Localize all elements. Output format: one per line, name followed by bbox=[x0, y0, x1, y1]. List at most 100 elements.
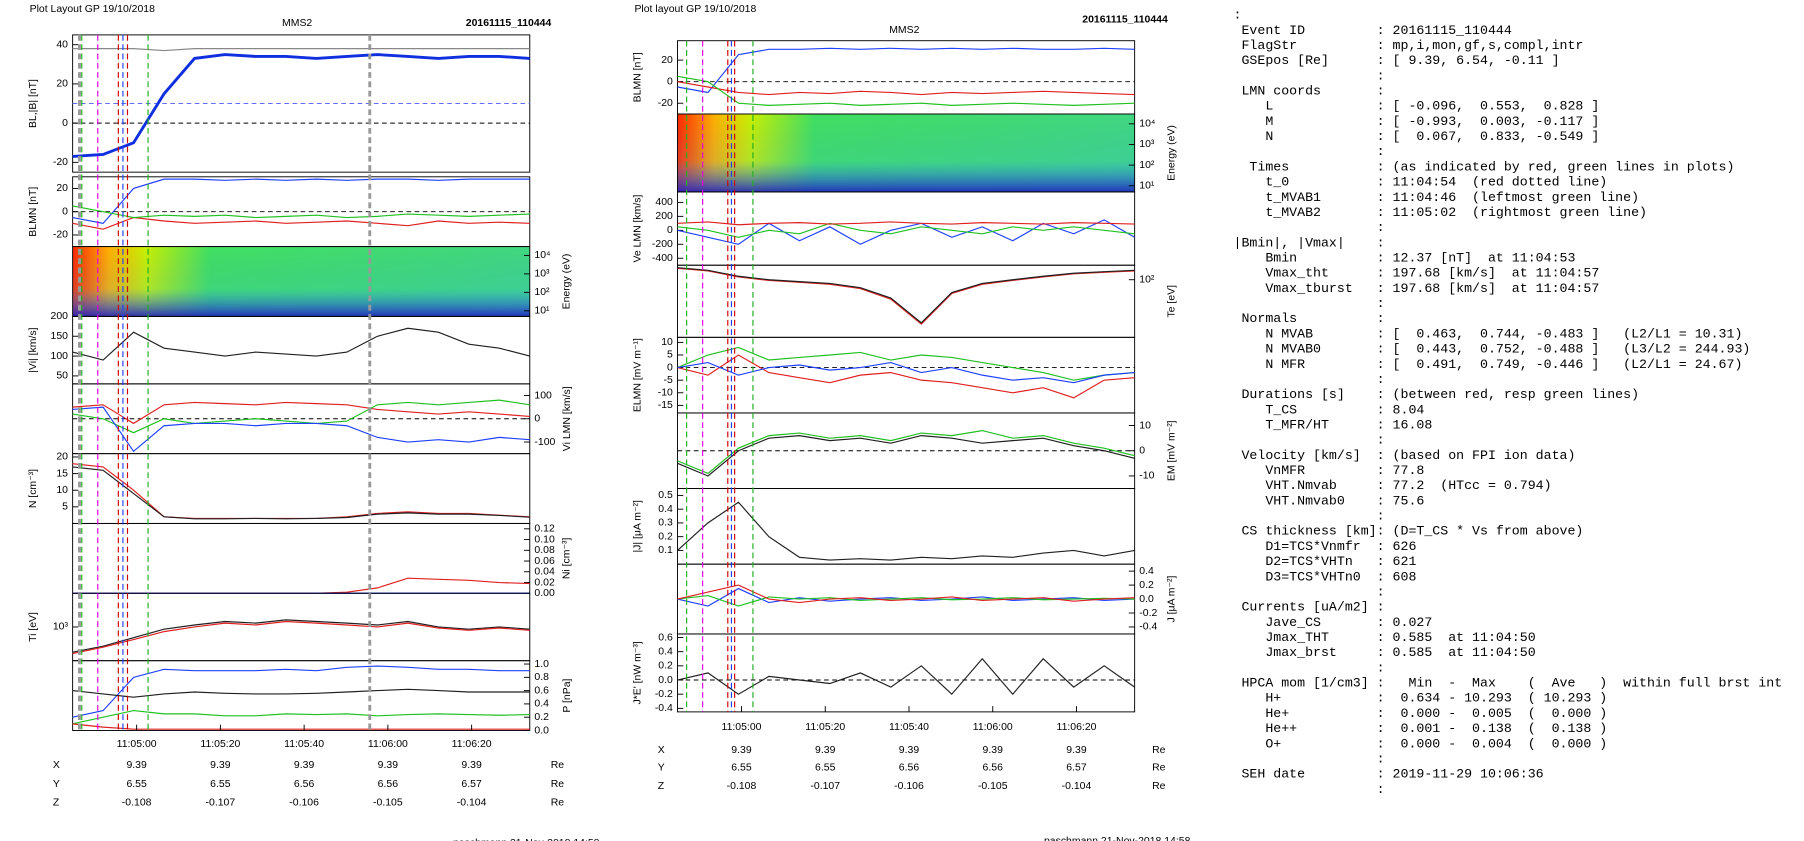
row-value: 6.55 bbox=[815, 762, 836, 773]
trace bbox=[677, 222, 1135, 238]
trace bbox=[677, 354, 1135, 399]
y-tick-label: -0.4 bbox=[1139, 622, 1157, 633]
trace bbox=[677, 75, 1135, 106]
trace bbox=[677, 81, 1135, 96]
trace bbox=[72, 620, 530, 655]
y-tick-label: 10² bbox=[1139, 274, 1155, 285]
y-tick-label: -20 bbox=[658, 98, 673, 109]
y-tick-label: -0.2 bbox=[655, 689, 673, 700]
row-value: 6.56 bbox=[294, 779, 315, 790]
trace bbox=[72, 619, 530, 653]
trace bbox=[677, 501, 1135, 561]
y-tick-label: 0.4 bbox=[658, 504, 673, 515]
panel-frame bbox=[72, 315, 531, 385]
y-tick-label: 0.12 bbox=[534, 524, 555, 535]
panel-frame bbox=[72, 522, 531, 594]
row-value: 6.57 bbox=[1066, 762, 1087, 773]
trace bbox=[72, 710, 530, 725]
y-tick-label: 15 bbox=[56, 468, 68, 479]
trace bbox=[72, 466, 530, 520]
x-tick-label: 11:05:40 bbox=[889, 722, 929, 733]
row-value: 9.39 bbox=[815, 745, 836, 756]
row-value: -0.107 bbox=[810, 781, 840, 792]
y-tick-label: 0.00 bbox=[534, 588, 555, 599]
x-tick-label: 11:06:20 bbox=[452, 739, 492, 750]
row-value: 6.57 bbox=[461, 779, 482, 790]
info-line: H+ : 0.634 - 10.293 ( 10.293 ) bbox=[1234, 691, 1608, 706]
y-tick-label: 0.08 bbox=[534, 545, 555, 556]
y-tick-label: 10² bbox=[1139, 160, 1155, 171]
y-axis-label: Ni [cm⁻³] bbox=[562, 537, 573, 579]
info-line: : bbox=[1234, 68, 1385, 83]
x-tick-label: 11:05:00 bbox=[722, 722, 762, 733]
y-axis-label: P [nPa] bbox=[562, 678, 573, 712]
y-tick-label: -0.4 bbox=[655, 703, 673, 714]
info-line: CS thickness [km]: (D=T_CS * Vs from abo… bbox=[1234, 524, 1584, 539]
panel-frame bbox=[72, 660, 531, 731]
info-line: Jmax_THT : 0.585 at 11:04:50 bbox=[1234, 630, 1536, 645]
info-line: : bbox=[1234, 296, 1385, 311]
info-line: |Bmin|, |Vmax| : bbox=[1234, 235, 1385, 250]
info-line: GSEpos [Re] : [ 9.39, 6.54, -0.11 ] bbox=[1234, 53, 1560, 68]
y-tick-label: -0.2 bbox=[1139, 608, 1157, 619]
info-line: Normals : bbox=[1234, 311, 1385, 326]
info-line: Event ID : 20161115_110444 bbox=[1234, 23, 1512, 38]
info-line: N MFR : [ 0.491, 0.749, -0.446 ] (L2/L1 … bbox=[1234, 357, 1743, 372]
y-tick-label: -200 bbox=[652, 239, 673, 250]
y-tick-label: 0.4 bbox=[658, 646, 673, 657]
y-tick-label: 0.4 bbox=[1139, 566, 1154, 577]
y-axis-label: J [μA m⁻²] bbox=[1167, 575, 1178, 622]
info-line: D1=TCS*Vnmfr : 626 bbox=[1234, 539, 1417, 554]
row-value: 9.39 bbox=[461, 760, 482, 771]
y-tick-label: 0.2 bbox=[658, 531, 673, 542]
trace bbox=[677, 221, 1135, 226]
trace bbox=[72, 216, 530, 230]
row-label: Z bbox=[53, 797, 60, 808]
y-axis-label: BLMN [nT] bbox=[28, 187, 39, 237]
info-line: D2=TCS*VHTn : 621 bbox=[1234, 554, 1417, 569]
info-line: Vmax_tht : 197.68 [km/s] at 11:04:57 bbox=[1234, 266, 1600, 281]
y-tick-label: 0.4 bbox=[534, 699, 549, 710]
row-unit: Re bbox=[551, 779, 565, 790]
panel-frame bbox=[677, 40, 1136, 115]
info-line: VHT.Nmvab : 77.2 (HTcc = 0.794) bbox=[1234, 478, 1552, 493]
row-value: 9.39 bbox=[983, 745, 1004, 756]
info-line: Jave_CS : 0.027 bbox=[1234, 615, 1433, 630]
y-axis-label: EM [mV m⁻²] bbox=[1167, 420, 1178, 481]
info-line: HPCA mom [1/cm3] : Min - Max ( Ave ) wit… bbox=[1234, 676, 1783, 691]
row-value: 6.55 bbox=[731, 762, 752, 773]
y-tick-label: 100 bbox=[534, 390, 552, 401]
y-tick-label: 0 bbox=[667, 225, 673, 236]
row-value: -0.106 bbox=[894, 781, 924, 792]
info-line: : bbox=[1234, 751, 1385, 766]
y-tick-label: 10¹ bbox=[534, 306, 550, 317]
row-value: -0.105 bbox=[373, 797, 403, 808]
event-id: 20161115_110444 bbox=[466, 18, 552, 29]
row-unit: Re bbox=[551, 797, 565, 808]
info-line: t_MVAB1 : 11:04:46 (leftmost green line) bbox=[1234, 190, 1640, 205]
y-tick-label: 0.0 bbox=[534, 725, 549, 736]
y-tick-label: 1.0 bbox=[534, 659, 549, 670]
trace bbox=[72, 327, 530, 361]
trace bbox=[677, 657, 1135, 696]
trace bbox=[72, 205, 530, 219]
row-value: 9.39 bbox=[1066, 745, 1087, 756]
info-line: Currents [uA/m2] : bbox=[1234, 600, 1385, 615]
y-tick-label: 0.2 bbox=[534, 712, 549, 723]
info-line: SEH date : 2019-11-29 10:06:36 bbox=[1234, 767, 1544, 782]
info-line: : bbox=[1234, 660, 1385, 675]
y-axis-label: Vi LMN [km/s] bbox=[562, 386, 573, 451]
header: Plot layout GP 19/10/2018 bbox=[634, 4, 756, 15]
y-tick-label: 0.10 bbox=[534, 534, 555, 545]
y-tick-label: 10³ bbox=[1139, 139, 1155, 150]
y-tick-label: 0.02 bbox=[534, 577, 555, 588]
trace bbox=[72, 178, 530, 224]
trace bbox=[677, 267, 1135, 324]
footer: paschmann 21-Nov-2018 14:58 bbox=[1044, 836, 1191, 841]
row-value: 9.39 bbox=[899, 745, 920, 756]
info-line: : bbox=[1234, 220, 1385, 235]
row-unit: Re bbox=[1152, 781, 1166, 792]
info-line: Velocity [km/s] : (based on FPI ion data… bbox=[1234, 448, 1576, 463]
info-line: Jmax_brst : 0.585 at 11:04:50 bbox=[1234, 645, 1536, 660]
